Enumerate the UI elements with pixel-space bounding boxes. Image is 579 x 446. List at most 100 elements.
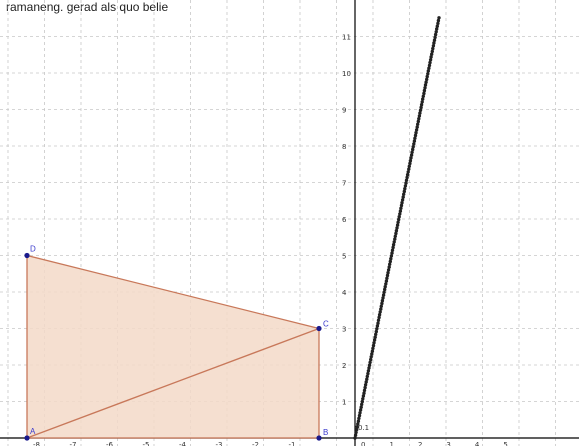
trace-point xyxy=(427,63,432,68)
trace-point xyxy=(413,136,417,140)
trace-points xyxy=(353,16,441,440)
point-a[interactable] xyxy=(24,435,30,441)
trace-point xyxy=(394,231,398,236)
y-tick-label: 6 xyxy=(342,216,347,224)
point-c[interactable] xyxy=(316,325,322,332)
trace-point xyxy=(368,360,372,365)
trace-point xyxy=(402,189,406,194)
trace-point xyxy=(379,304,383,308)
trace-point xyxy=(372,338,377,342)
trace-point xyxy=(363,385,367,390)
trace-point xyxy=(395,226,399,230)
trace-point xyxy=(408,159,413,163)
x-tick-label: -8 xyxy=(33,441,40,446)
trace-point xyxy=(362,388,367,393)
x-tick-label: -6 xyxy=(106,441,114,446)
trace-point xyxy=(386,271,390,275)
trace-point xyxy=(354,430,358,435)
trace-point xyxy=(389,257,393,261)
trace-point xyxy=(404,181,408,185)
trace-point xyxy=(409,156,413,160)
trace-point xyxy=(426,72,430,76)
trace-point xyxy=(431,44,436,48)
y-tick-label: 3 xyxy=(342,325,346,333)
trace-point xyxy=(413,133,418,138)
y-tick-label: 1 xyxy=(342,398,346,406)
trace-point xyxy=(353,433,358,437)
trace-point xyxy=(434,30,438,34)
trace-point xyxy=(355,427,359,432)
trace-point xyxy=(353,436,357,440)
trace-point xyxy=(376,318,381,322)
trace-point xyxy=(361,397,365,401)
trace-point xyxy=(428,58,433,62)
trace-point xyxy=(431,46,435,51)
header-text: ramaneng. gerad als quo belie xyxy=(6,0,168,14)
trace-point xyxy=(367,363,372,367)
trace-point xyxy=(384,282,388,286)
trace-point xyxy=(412,142,416,146)
trace-point xyxy=(380,299,385,303)
trace-point xyxy=(382,290,386,294)
trace-point xyxy=(390,248,395,252)
trace-point xyxy=(424,80,428,84)
trace-point xyxy=(418,111,422,115)
trace-point xyxy=(389,254,394,258)
trace-point xyxy=(395,223,400,227)
trace-point xyxy=(403,184,408,188)
trace-point xyxy=(388,262,392,266)
trace-point xyxy=(360,402,364,407)
point-d[interactable] xyxy=(24,252,30,259)
trace-point xyxy=(385,273,390,278)
y-tick-label: 11 xyxy=(342,33,351,41)
trace-point xyxy=(420,100,424,104)
point-b[interactable] xyxy=(316,435,322,441)
x-tick-label: 3 xyxy=(446,441,450,446)
trace-point xyxy=(425,74,429,79)
x-tick-label: -5 xyxy=(143,441,150,446)
trace-point xyxy=(425,77,429,82)
trace-point xyxy=(383,285,387,289)
trace-point xyxy=(367,366,371,370)
trace-point xyxy=(370,352,374,356)
trace-point xyxy=(410,150,414,154)
trace-point xyxy=(384,279,389,283)
trace-point xyxy=(397,217,401,222)
trace-point xyxy=(414,131,418,135)
y-tick-label: 10 xyxy=(342,70,351,78)
trace-point xyxy=(366,369,371,373)
trace-point xyxy=(391,243,396,247)
trace-point xyxy=(375,324,380,328)
trace-point xyxy=(433,35,437,40)
trace-point xyxy=(378,310,382,314)
segment-ac[interactable] xyxy=(26,327,320,439)
point-label-d: D xyxy=(30,245,36,254)
trace-point xyxy=(383,287,387,292)
trace-point xyxy=(371,343,376,348)
trace-point xyxy=(394,229,399,233)
trace-point xyxy=(372,341,376,345)
trace-point xyxy=(418,108,423,113)
trace-point xyxy=(429,55,433,59)
polygon-group[interactable] xyxy=(26,254,320,439)
trace-point xyxy=(399,206,403,210)
x-tick-label: 0 xyxy=(361,441,365,446)
trace-point xyxy=(379,307,383,311)
trace-point xyxy=(374,332,378,337)
trace-point xyxy=(399,203,404,208)
point-label-b: B xyxy=(323,428,328,437)
polygon-abcd[interactable] xyxy=(26,254,320,439)
trace-point xyxy=(357,413,362,418)
trace-point xyxy=(432,38,437,42)
polygon-points[interactable]: A B C D xyxy=(24,245,329,441)
trace-point xyxy=(423,86,427,90)
trace-point xyxy=(359,405,363,409)
trace-point xyxy=(365,377,369,381)
trace-point xyxy=(358,408,363,412)
trace-point xyxy=(356,422,360,426)
trace-point xyxy=(403,187,407,191)
trace-point xyxy=(400,201,404,205)
trace-point xyxy=(357,416,361,421)
trace-point xyxy=(390,251,394,255)
